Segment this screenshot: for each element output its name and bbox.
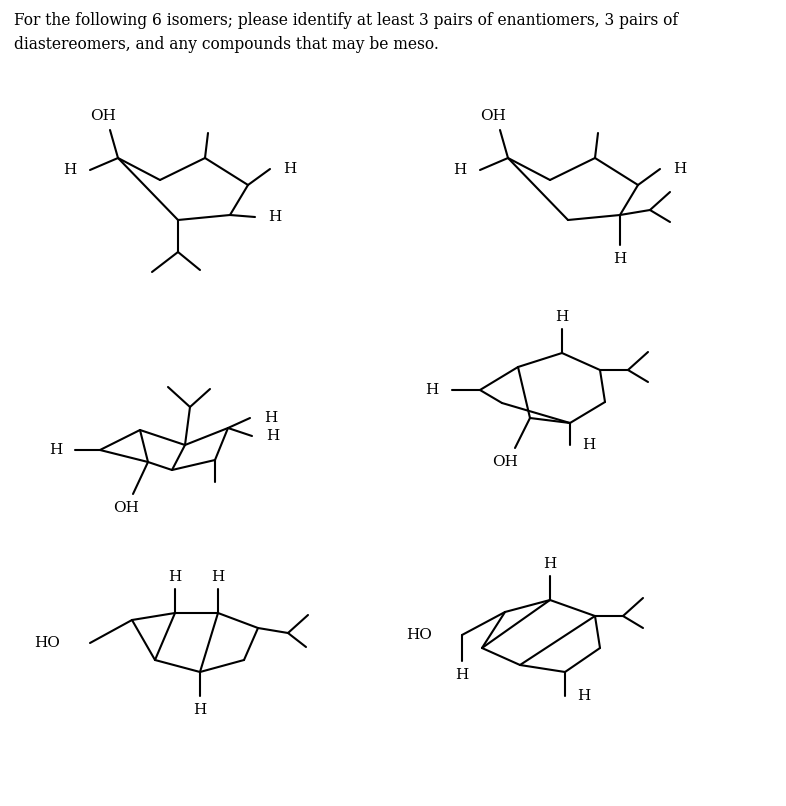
Text: H: H [49, 443, 62, 457]
Text: HO: HO [34, 636, 60, 650]
Text: H: H [673, 162, 686, 176]
Text: OH: OH [113, 501, 139, 515]
Text: H: H [283, 162, 296, 176]
Text: H: H [455, 668, 468, 682]
Text: H: H [556, 310, 568, 324]
Text: H: H [613, 252, 626, 266]
Text: H: H [193, 703, 207, 717]
Text: H: H [63, 163, 76, 177]
Text: HO: HO [406, 628, 432, 642]
Text: OH: OH [480, 109, 506, 123]
Text: H: H [266, 429, 279, 443]
Text: For the following 6 isomers; please identify at least 3 pairs of enantiomers, 3 : For the following 6 isomers; please iden… [14, 12, 678, 53]
Text: H: H [582, 438, 595, 452]
Text: H: H [168, 570, 182, 584]
Text: H: H [211, 570, 225, 584]
Text: H: H [453, 163, 466, 177]
Text: H: H [577, 689, 590, 703]
Text: H: H [264, 411, 277, 425]
Text: H: H [268, 210, 281, 224]
Text: OH: OH [492, 455, 518, 469]
Text: OH: OH [90, 109, 116, 123]
Text: H: H [543, 557, 556, 571]
Text: H: H [424, 383, 438, 397]
